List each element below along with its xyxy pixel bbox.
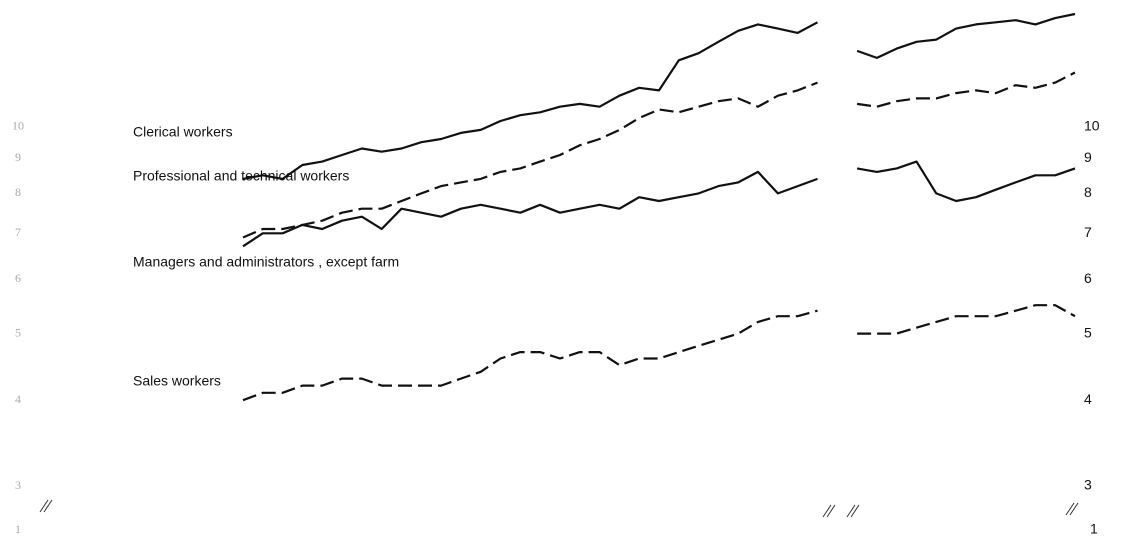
series-line bbox=[242, 81, 818, 239]
y-tick-label: 4 bbox=[1084, 391, 1092, 407]
series-line bbox=[242, 309, 818, 402]
axis-breaks bbox=[39, 499, 1079, 518]
y-tick-label-left: 9 bbox=[15, 150, 21, 164]
y-tick-label: 5 bbox=[1084, 324, 1092, 340]
right-break-tick: 1 bbox=[1090, 521, 1098, 537]
left-break-tick: 1 bbox=[15, 522, 21, 536]
y-tick-label-left: 6 bbox=[15, 271, 21, 285]
y-tick-label-left: 10 bbox=[12, 119, 24, 133]
y-tick-label: 8 bbox=[1084, 184, 1092, 200]
series-label: Sales workers bbox=[133, 373, 221, 389]
series-line bbox=[242, 170, 818, 248]
y-tick-label: 6 bbox=[1084, 270, 1092, 286]
y-tick-label: 10 bbox=[1084, 118, 1100, 134]
y-tick-label-left: 5 bbox=[15, 325, 21, 339]
y-tick-label-left: 7 bbox=[15, 225, 21, 239]
series-line bbox=[857, 304, 1076, 335]
series-line bbox=[242, 21, 819, 180]
series-label: Clerical workers bbox=[133, 124, 233, 140]
series-line bbox=[856, 71, 1076, 108]
y-tick-label-left: 8 bbox=[15, 185, 21, 199]
series-label: Managers and administrators , except far… bbox=[133, 254, 399, 270]
series-line bbox=[856, 12, 1076, 59]
y-tick-label: 3 bbox=[1084, 477, 1092, 493]
y-tick-label-left: 3 bbox=[15, 478, 21, 492]
y-tick-label: 7 bbox=[1084, 224, 1092, 240]
series-line bbox=[856, 160, 1076, 203]
y-tick-label-left: 4 bbox=[15, 392, 21, 406]
series-label: Professional and technical workers bbox=[133, 168, 349, 184]
y-tick-label: 9 bbox=[1084, 149, 1092, 165]
